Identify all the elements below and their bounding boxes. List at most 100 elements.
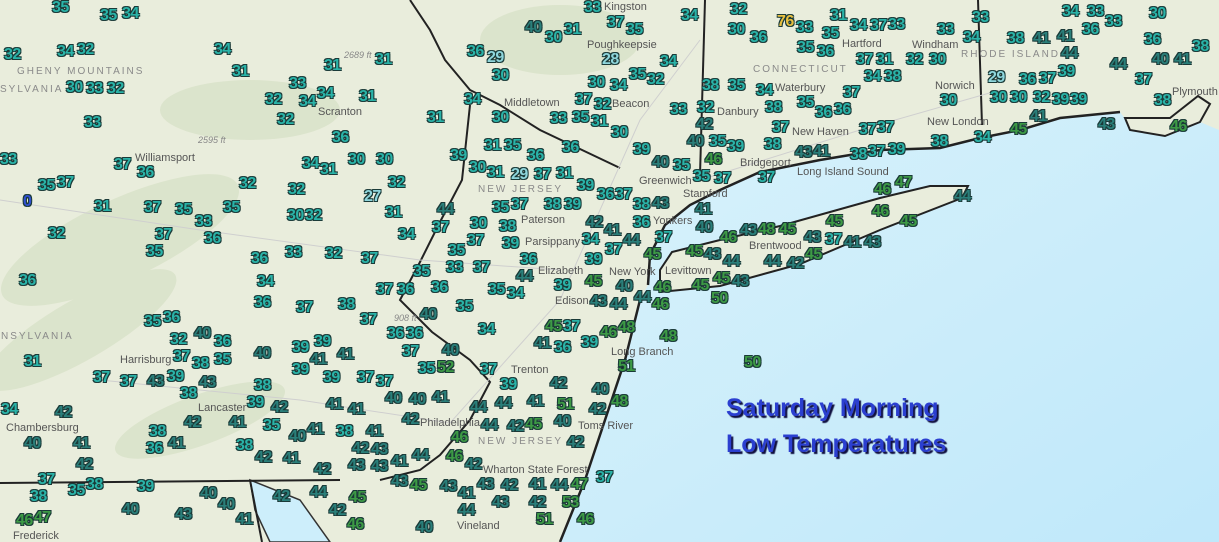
temperature-value: 41 — [229, 414, 246, 431]
temperature-value: 33 — [446, 259, 463, 276]
temperature-value: 50 — [744, 354, 761, 371]
temperature-value: 41 — [1033, 30, 1050, 47]
temperature-value: 53 — [562, 494, 579, 511]
temperature-value: 38 — [1007, 30, 1024, 47]
temperature-value: 33 — [584, 0, 601, 16]
temperature-value: 41 — [844, 234, 861, 251]
temperature-value: 39 — [585, 251, 602, 268]
temperature-value: 44 — [623, 232, 640, 249]
temperature-value: 31 — [876, 51, 893, 68]
temperature-value: 34 — [756, 82, 773, 99]
temperature-value: 31 — [556, 165, 573, 182]
temperature-value: 37 — [38, 471, 55, 488]
temperature-value: 43 — [147, 373, 164, 390]
temperature-value: 42 — [567, 434, 584, 451]
temperature-value: 36 — [332, 129, 349, 146]
cape-cod — [1123, 94, 1212, 138]
temperature-value: 34 — [464, 91, 481, 108]
temperature-value: 44 — [1061, 45, 1078, 62]
temperature-value: 35 — [214, 351, 231, 368]
temperature-value: 45 — [826, 213, 843, 230]
temperature-value: 39 — [1052, 91, 1069, 108]
place-label: Levittown — [665, 265, 712, 277]
temperature-value: 39 — [500, 376, 517, 393]
temperature-value: 36 — [1019, 71, 1036, 88]
temperature-value: 37 — [173, 348, 190, 365]
temperature-value: 39 — [564, 196, 581, 213]
temperature-value: 35 — [52, 0, 69, 16]
place-label: Waterbury — [775, 82, 826, 94]
temperature-value: 35 — [504, 137, 521, 154]
temperature-value: 30 — [470, 215, 487, 232]
place-label: Paterson — [521, 214, 566, 226]
temperature-value: 48 — [660, 328, 677, 345]
temperature-value: 33 — [1087, 3, 1104, 20]
temperature-value: 40 — [1152, 51, 1169, 68]
temperature-value: 43 — [804, 229, 821, 246]
temperature-value: 44 — [470, 399, 487, 416]
temperature-value: 35 — [797, 94, 814, 111]
place-label: Vineland — [457, 520, 500, 532]
temperature-value: 43 — [391, 473, 408, 490]
temperature-value: 76 — [777, 13, 794, 30]
temperature-value: 34 — [660, 53, 677, 70]
temperature-value: 50 — [711, 290, 728, 307]
temperature-value: 28 — [602, 51, 619, 68]
temperature-value: 37 — [605, 241, 622, 258]
temperature-value: 41 — [529, 476, 546, 493]
temperature-value: 36 — [815, 104, 832, 121]
temperature-value: 36 — [597, 186, 614, 203]
temperature-value: 36 — [467, 43, 484, 60]
temperature-value: 42 — [787, 255, 804, 272]
temperature-value: 30 — [376, 151, 393, 168]
temperature-value: 45 — [1010, 121, 1027, 138]
temperature-value: 40 — [616, 278, 633, 295]
temperature-value: 43 — [477, 476, 494, 493]
temperature-value: 38 — [850, 146, 867, 163]
temperature-value: 34 — [122, 5, 139, 22]
temperature-value: 32 — [325, 245, 342, 262]
temperature-value: 35 — [492, 199, 509, 216]
temperature-value: 37 — [144, 199, 161, 216]
temperature-value: 38 — [499, 218, 516, 235]
temperature-value: 37 — [376, 373, 393, 390]
temperature-value: 42 — [589, 401, 606, 418]
temperature-value: 42 — [329, 502, 346, 519]
temperature-value: 37 — [1039, 70, 1056, 87]
temperature-value: 45 — [779, 221, 796, 238]
temperature-value: 32 — [265, 91, 282, 108]
elevation-label: 908 ft — [394, 313, 417, 323]
temperature-value: 32 — [4, 46, 21, 63]
temperature-value: 42 — [352, 440, 369, 457]
temperature-value: 37 — [825, 231, 842, 248]
temperature-value: 40 — [200, 485, 217, 502]
temperature-value: 35 — [448, 242, 465, 259]
temperature-value: 38 — [336, 423, 353, 440]
temperature-value: 31 — [591, 113, 608, 130]
temperature-value: 30 — [929, 51, 946, 68]
temperature-value: 30 — [66, 79, 83, 96]
temperature-value: 41 — [366, 423, 383, 440]
temperature-value: 37 — [296, 299, 313, 316]
temperature-value: 37 — [772, 119, 789, 136]
region-label: CONNECTICUT — [753, 64, 848, 75]
temperature-value: 32 — [388, 174, 405, 191]
temperature-value: 33 — [1105, 13, 1122, 30]
place-label: Brentwood — [749, 240, 802, 252]
temperature-value: 51 — [557, 396, 574, 413]
temperature-value: 41 — [337, 346, 354, 363]
ocean — [560, 112, 1219, 542]
title-line-1: Saturday Morning — [726, 394, 939, 422]
temperature-value: 47 — [34, 509, 51, 526]
place-label: Chambersburg — [6, 422, 79, 434]
temperature-value: 37 — [511, 196, 528, 213]
temperature-value: 40 — [416, 519, 433, 536]
temperature-value: 31 — [375, 51, 392, 68]
temperature-value: 40 — [554, 413, 571, 430]
temperature-value: 43 — [440, 478, 457, 495]
temperature-value: 35 — [175, 201, 192, 218]
temperature-value: 37 — [843, 84, 860, 101]
temperature-value: 37 — [615, 186, 632, 203]
temperature-value: 34 — [582, 231, 599, 248]
temperature-value: 41 — [236, 511, 253, 528]
